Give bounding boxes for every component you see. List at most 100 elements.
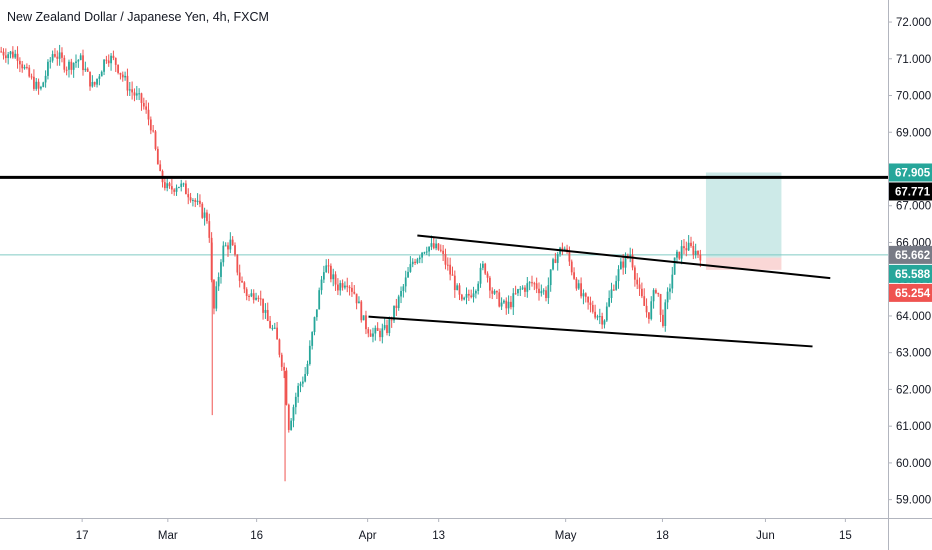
candle <box>133 88 136 102</box>
entry-tag: 65.588 <box>889 264 932 283</box>
candle-body <box>484 263 487 274</box>
candle-body <box>322 272 325 280</box>
candle <box>407 267 409 278</box>
candle-body <box>379 330 381 338</box>
candle-body <box>23 66 26 69</box>
candle-body <box>199 200 201 204</box>
candle <box>166 178 169 192</box>
candle-body <box>577 283 580 289</box>
candle-body <box>7 54 10 59</box>
candle-body <box>636 279 639 285</box>
candle <box>96 78 98 88</box>
candle <box>404 270 407 293</box>
candle-body <box>430 243 433 247</box>
candle-body <box>294 396 297 408</box>
candle-body <box>676 251 678 258</box>
candle <box>344 281 346 290</box>
candle <box>147 102 150 126</box>
candle-body <box>147 109 150 120</box>
candle-body <box>348 287 351 289</box>
candle-body <box>503 300 505 303</box>
candle-body <box>418 257 421 260</box>
candle-body <box>390 319 393 321</box>
candle <box>215 281 218 312</box>
candle-body <box>271 327 274 329</box>
candle-body <box>180 183 183 187</box>
candle-body <box>493 291 496 294</box>
candle <box>49 57 52 69</box>
candle-body <box>528 282 531 284</box>
candle-body <box>514 293 517 295</box>
candle <box>341 279 344 291</box>
candle-body <box>423 252 426 254</box>
candle <box>631 248 634 271</box>
candle <box>72 62 75 78</box>
time-axis: 17 Mar 16 Apr 13 May 18 Jun 15 <box>76 518 852 542</box>
candle-body <box>248 296 250 298</box>
candle <box>617 265 620 289</box>
candle-body <box>526 283 529 292</box>
candle-body <box>33 76 35 89</box>
candle <box>657 292 660 297</box>
candle-body <box>629 254 632 258</box>
candle-body <box>54 54 56 57</box>
candle <box>374 325 377 341</box>
candle-body <box>100 71 103 77</box>
candle-body <box>25 66 28 68</box>
candle-body <box>556 254 559 263</box>
candle-body <box>477 283 480 291</box>
candle <box>488 275 491 299</box>
candle <box>690 236 692 248</box>
price-tick-label: 71.000 <box>896 54 931 66</box>
candle <box>278 338 281 358</box>
candle-body <box>393 305 395 321</box>
candle <box>514 285 517 295</box>
candle-body <box>570 261 573 273</box>
candle <box>56 50 59 66</box>
candle-body <box>70 61 73 70</box>
candle <box>35 77 38 91</box>
candle <box>372 327 374 343</box>
candle <box>128 81 131 96</box>
candle-body <box>538 288 540 294</box>
candle <box>505 297 508 315</box>
candle <box>683 239 685 255</box>
candle-body <box>131 89 134 93</box>
candle-body <box>587 296 590 303</box>
candle-body <box>479 267 482 284</box>
candle-body <box>241 280 243 283</box>
candle-body <box>367 329 370 334</box>
candle <box>327 258 330 274</box>
candle <box>612 284 615 291</box>
candle-body <box>206 212 208 222</box>
candle-body <box>238 272 241 281</box>
candle <box>135 85 138 100</box>
candle <box>437 243 440 251</box>
candle-body <box>35 81 38 89</box>
candle-body <box>231 239 234 246</box>
candle <box>339 280 342 296</box>
candle <box>533 281 536 291</box>
candle <box>206 209 208 224</box>
candle-body <box>369 333 372 337</box>
candle-body <box>79 55 82 61</box>
candle-body <box>610 289 613 298</box>
candle-body <box>381 328 384 338</box>
candle-body <box>594 311 597 318</box>
candle <box>629 247 632 263</box>
candle <box>285 367 288 406</box>
candle-body <box>177 186 180 188</box>
candle-body <box>189 197 192 201</box>
time-tick-label: 18 <box>656 530 669 542</box>
candle-body <box>655 290 657 293</box>
candle-body <box>173 189 176 192</box>
candle <box>603 319 606 329</box>
price-tag-label: 67.771 <box>895 186 931 198</box>
candle <box>177 186 180 189</box>
candle-body <box>605 306 608 321</box>
candle-body <box>234 245 236 255</box>
price-tags: 67.905 67.771 65.662 65.588 65.254 <box>889 163 932 302</box>
price-tag-bg <box>889 163 932 182</box>
stop-tag: 65.254 <box>889 283 932 302</box>
